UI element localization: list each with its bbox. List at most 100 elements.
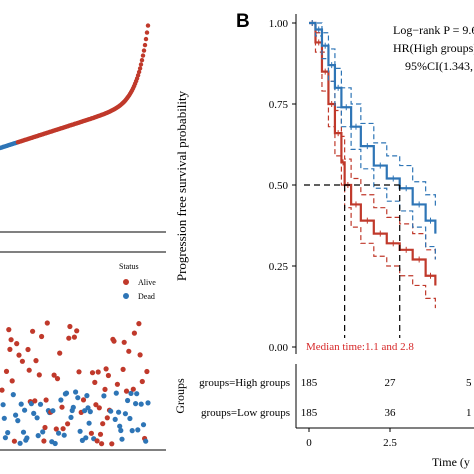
status-points [0,320,151,447]
legend-alive-label: Alive [138,278,156,287]
status-point-alive [32,398,38,404]
status-point-alive [67,323,73,330]
km-y-tick-label: 1.00 [269,18,289,30]
risk-table: Groups groups=High groups groups=Low gro… [173,364,474,469]
status-point-dead [10,392,16,398]
risk-score-point [142,42,148,48]
status-point-alive [93,402,99,408]
status-point-alive [144,368,150,375]
status-point-dead [135,427,141,433]
status-point-dead [22,407,28,413]
risk-score-point [139,58,145,63]
status-point-alive [39,333,45,340]
risk-score-point [141,48,147,53]
status-point-alive [51,372,57,378]
status-point-alive [92,379,98,385]
status-point-dead [17,440,23,446]
status-point-alive [114,381,120,387]
status-point-dead [2,435,8,441]
risk-table-y-title: Groups [173,378,187,414]
status-point-dead [0,402,6,408]
status-point-alive [139,378,145,385]
status-point-alive [71,334,77,340]
km-panel: B Progression free survival probability … [174,11,474,354]
km-low-curve [309,21,437,234]
risk-score-panel [0,23,166,233]
status-point-dead [75,395,81,401]
risk-row-high-label: groups=High groups [199,377,290,389]
status-point-alive [9,378,15,384]
status-point-alive [137,352,143,358]
status-point-dead [138,401,144,407]
risk-score-point [138,62,144,67]
status-point-dead [116,409,122,415]
status-point-dead [68,414,74,420]
km-y-axis-title: Progression free survival probability [174,90,189,281]
risk-score-point [137,66,143,71]
status-point-dead [134,391,140,397]
status-point-alive [7,346,13,352]
status-point-dead [83,435,89,441]
status-point-alive [104,415,110,421]
status-point-alive [131,330,137,336]
status-point-alive [19,358,25,364]
legend-alive-marker [123,279,129,285]
status-point-alive [36,372,42,378]
status-point-alive [121,339,127,345]
status-point-dead [122,411,128,417]
risk-score-point [140,53,146,58]
km-y-ticks: 0.00 0.25 0.50 0.75 1.00 [269,18,296,354]
status-point-dead [143,438,149,444]
status-point-alive [57,350,63,356]
status-point-alive [33,358,39,364]
risk-low-at-0: 185 [301,407,318,419]
status-point-alive [120,366,126,372]
status-point-alive [88,430,94,436]
status-point-alive [6,327,12,333]
x-tick-label-0: 0 [306,437,312,449]
status-point-alive [76,369,82,375]
status-point-alive [59,404,65,410]
status-point-alive [100,421,106,427]
status-point-dead [34,415,40,421]
status-point-dead [18,401,24,407]
status-point-dead [87,409,93,415]
status-point-dead [101,393,107,399]
status-point-alive [11,438,17,444]
risk-high-at-2-5: 27 [385,377,397,389]
legend-dead-marker [123,293,129,299]
status-point-alive [130,386,136,392]
risk-score-point [143,36,149,42]
x-axis-title: Time (y [432,455,470,469]
status-point-alive [123,388,130,394]
status-point-dead [119,436,125,442]
status-point-dead [15,418,21,424]
status-point-alive [14,341,20,347]
status-point-dead [56,430,62,436]
status-point-alive [95,369,101,375]
status-point-dead [31,410,37,416]
status-point-alive [29,328,36,334]
status-point-alive [3,368,10,374]
status-point-alive [97,431,104,437]
status-point-alive [89,370,96,376]
logrank-p-text: Log−rank P = 9.6 [393,23,474,37]
status-point-alive [25,346,31,353]
status-point-dead [140,422,147,428]
status-point-dead [128,390,134,396]
status-point-alive [105,372,111,379]
status-panel: Status Alive Dead [0,251,166,451]
status-point-dead [108,408,114,414]
status-point-dead [73,389,79,395]
risk-low-at-5: 1 [466,407,472,419]
status-point-alive [102,386,108,392]
status-point-dead [70,404,76,410]
status-point-dead [50,408,56,414]
status-point-dead [118,427,124,434]
status-point-alive [103,366,109,372]
risk-row-low-label: groups=Low groups [201,407,290,419]
status-point-alive [43,397,49,403]
risk-score-point [136,69,142,75]
status-point-alive [8,337,14,343]
